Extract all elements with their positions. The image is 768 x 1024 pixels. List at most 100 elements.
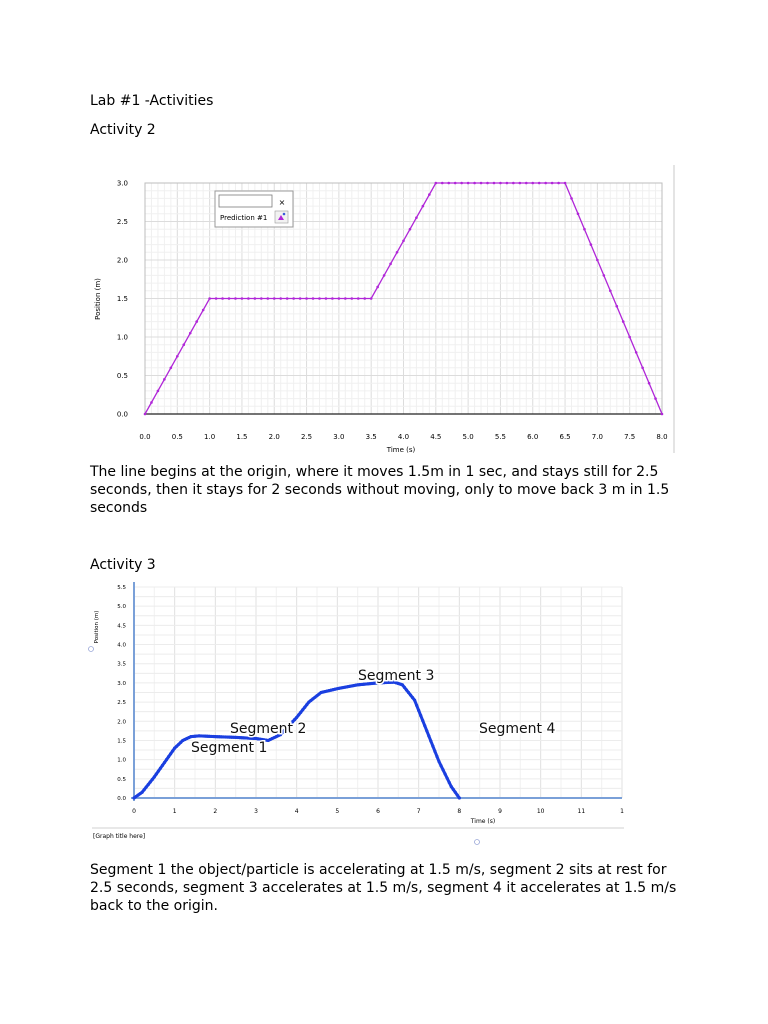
axes — [144, 182, 663, 415]
data-point — [369, 297, 373, 300]
data-point — [176, 354, 179, 358]
data-point — [297, 713, 301, 717]
data-point — [291, 720, 295, 724]
y-tick-label: 3.0 — [117, 180, 128, 188]
x-tick-label: 5.5 — [495, 433, 506, 441]
data-point — [531, 181, 535, 185]
data-point — [437, 759, 441, 764]
data-point — [234, 297, 237, 300]
data-point — [295, 715, 299, 720]
y-tick-label: 0.5 — [117, 372, 128, 380]
data-point — [376, 285, 379, 289]
data-point — [195, 320, 198, 323]
activity-2-description: The line begins at the origin, where it … — [90, 464, 670, 516]
data-point — [615, 304, 619, 308]
data-point — [337, 297, 341, 300]
x-tick-label: 9 — [498, 808, 502, 815]
data-point — [227, 297, 231, 300]
legend-entry-label: Prediction #1 — [220, 214, 267, 222]
data-point — [344, 297, 347, 300]
segment-4-label: Segment 4 — [479, 721, 555, 737]
data-point — [163, 378, 166, 381]
data-point — [499, 181, 502, 185]
x-axis-label: Time (s) — [470, 818, 495, 825]
tick-labels: 0.0 0.5 1.0 1.5 2.0 2.5 3.0 3.5 4.0 4.5 5.0 5.5 6.0 6… — [117, 180, 668, 442]
data-point — [140, 790, 144, 794]
data-point — [563, 181, 567, 185]
data-point — [417, 708, 421, 713]
segment-3-label: Segment 3 — [358, 668, 434, 684]
data-point — [305, 703, 309, 707]
x-tick-label: 5.0 — [463, 433, 474, 441]
data-point — [641, 366, 644, 370]
data-point — [439, 764, 443, 768]
x-tick-label: 4.0 — [398, 433, 409, 441]
prediction-legend: × Prediction #1 — [214, 190, 294, 228]
x-tick-label: 0 — [132, 808, 136, 815]
data-point — [324, 297, 328, 300]
y-tick-label: 1.5 — [117, 295, 128, 303]
data-point — [408, 693, 413, 697]
data-point — [408, 227, 412, 231]
data-point — [447, 780, 451, 784]
data-point — [518, 181, 522, 185]
y-tick-label: 0.0 — [117, 411, 128, 419]
x-tick-label: 1 — [173, 808, 177, 815]
x-axis-label: Time (s) — [386, 446, 416, 454]
x-tick-label: 11 — [578, 808, 586, 815]
activity-3-chart: 0 1 2 3 4 5 6 7 8 9 10 11 1 0.0 0.5 1.0 1.5 2.0 2.5 3.0 3.5 4… — [88, 582, 628, 847]
data-point — [177, 742, 181, 746]
data-point — [318, 297, 321, 300]
activity-2-heading: Activity 2 — [90, 122, 156, 138]
activity-3-heading: Activity 3 — [90, 557, 156, 573]
x-tick-label: 8.0 — [656, 433, 667, 441]
data-point — [356, 297, 360, 300]
data-point — [169, 752, 173, 756]
data-point — [148, 780, 152, 784]
position-time-chart-1: 0.0 0.5 1.0 1.5 2.0 2.5 3.0 3.5 4.0 4.5 5.0 5.5 6.0 6… — [94, 165, 675, 454]
data-points — [132, 680, 461, 800]
data-point — [435, 754, 439, 759]
data-point — [164, 758, 169, 762]
x-tick-label: 2.0 — [269, 433, 280, 441]
chart-icon[interactable] — [274, 210, 289, 224]
data-point — [266, 297, 270, 300]
data-point — [440, 181, 444, 185]
data-point — [419, 713, 423, 718]
data-point — [421, 719, 425, 723]
segment-2-label: Segment 2 — [230, 721, 306, 737]
data-point — [301, 708, 305, 712]
resize-handle-left[interactable] — [88, 646, 94, 652]
data-point — [415, 703, 419, 707]
data-point — [445, 776, 449, 780]
data-point — [285, 297, 289, 300]
resize-handle-bottom[interactable] — [474, 839, 480, 845]
data-point — [505, 181, 509, 185]
data-point — [512, 181, 515, 185]
x-tick-label: 1.5 — [236, 433, 247, 441]
activity-2-chart: 0.0 0.5 1.0 1.5 2.0 2.5 3.0 3.5 4.0 4.5 5.0 5.5 6.0 6… — [88, 165, 676, 455]
data-point — [158, 766, 163, 770]
legend-close-icon[interactable]: × — [279, 198, 286, 207]
data-point — [395, 251, 399, 254]
data-point — [175, 744, 179, 748]
y-tick-label: 2.0 — [117, 719, 126, 725]
x-tick-label: 7 — [417, 808, 421, 815]
data-point — [431, 744, 435, 748]
graph-title-placeholder[interactable]: [Graph title here] — [93, 833, 145, 840]
data-point — [169, 366, 173, 370]
x-tick-label: 2 — [213, 808, 217, 815]
data-point — [654, 397, 657, 400]
x-tick-label: 1.0 — [204, 433, 215, 441]
data-point — [142, 788, 146, 792]
legend-input[interactable] — [218, 194, 273, 208]
y-tick-label: 3.5 — [117, 662, 126, 668]
data-point — [596, 258, 599, 262]
x-tick-label: 6 — [376, 808, 380, 815]
data-point — [272, 297, 276, 300]
segment-1-label: Segment 1 — [191, 740, 267, 756]
data-point — [303, 705, 307, 709]
data-point — [537, 181, 541, 185]
y-tick-label: 5.0 — [117, 604, 126, 610]
x-tick-label: 4 — [295, 808, 299, 815]
